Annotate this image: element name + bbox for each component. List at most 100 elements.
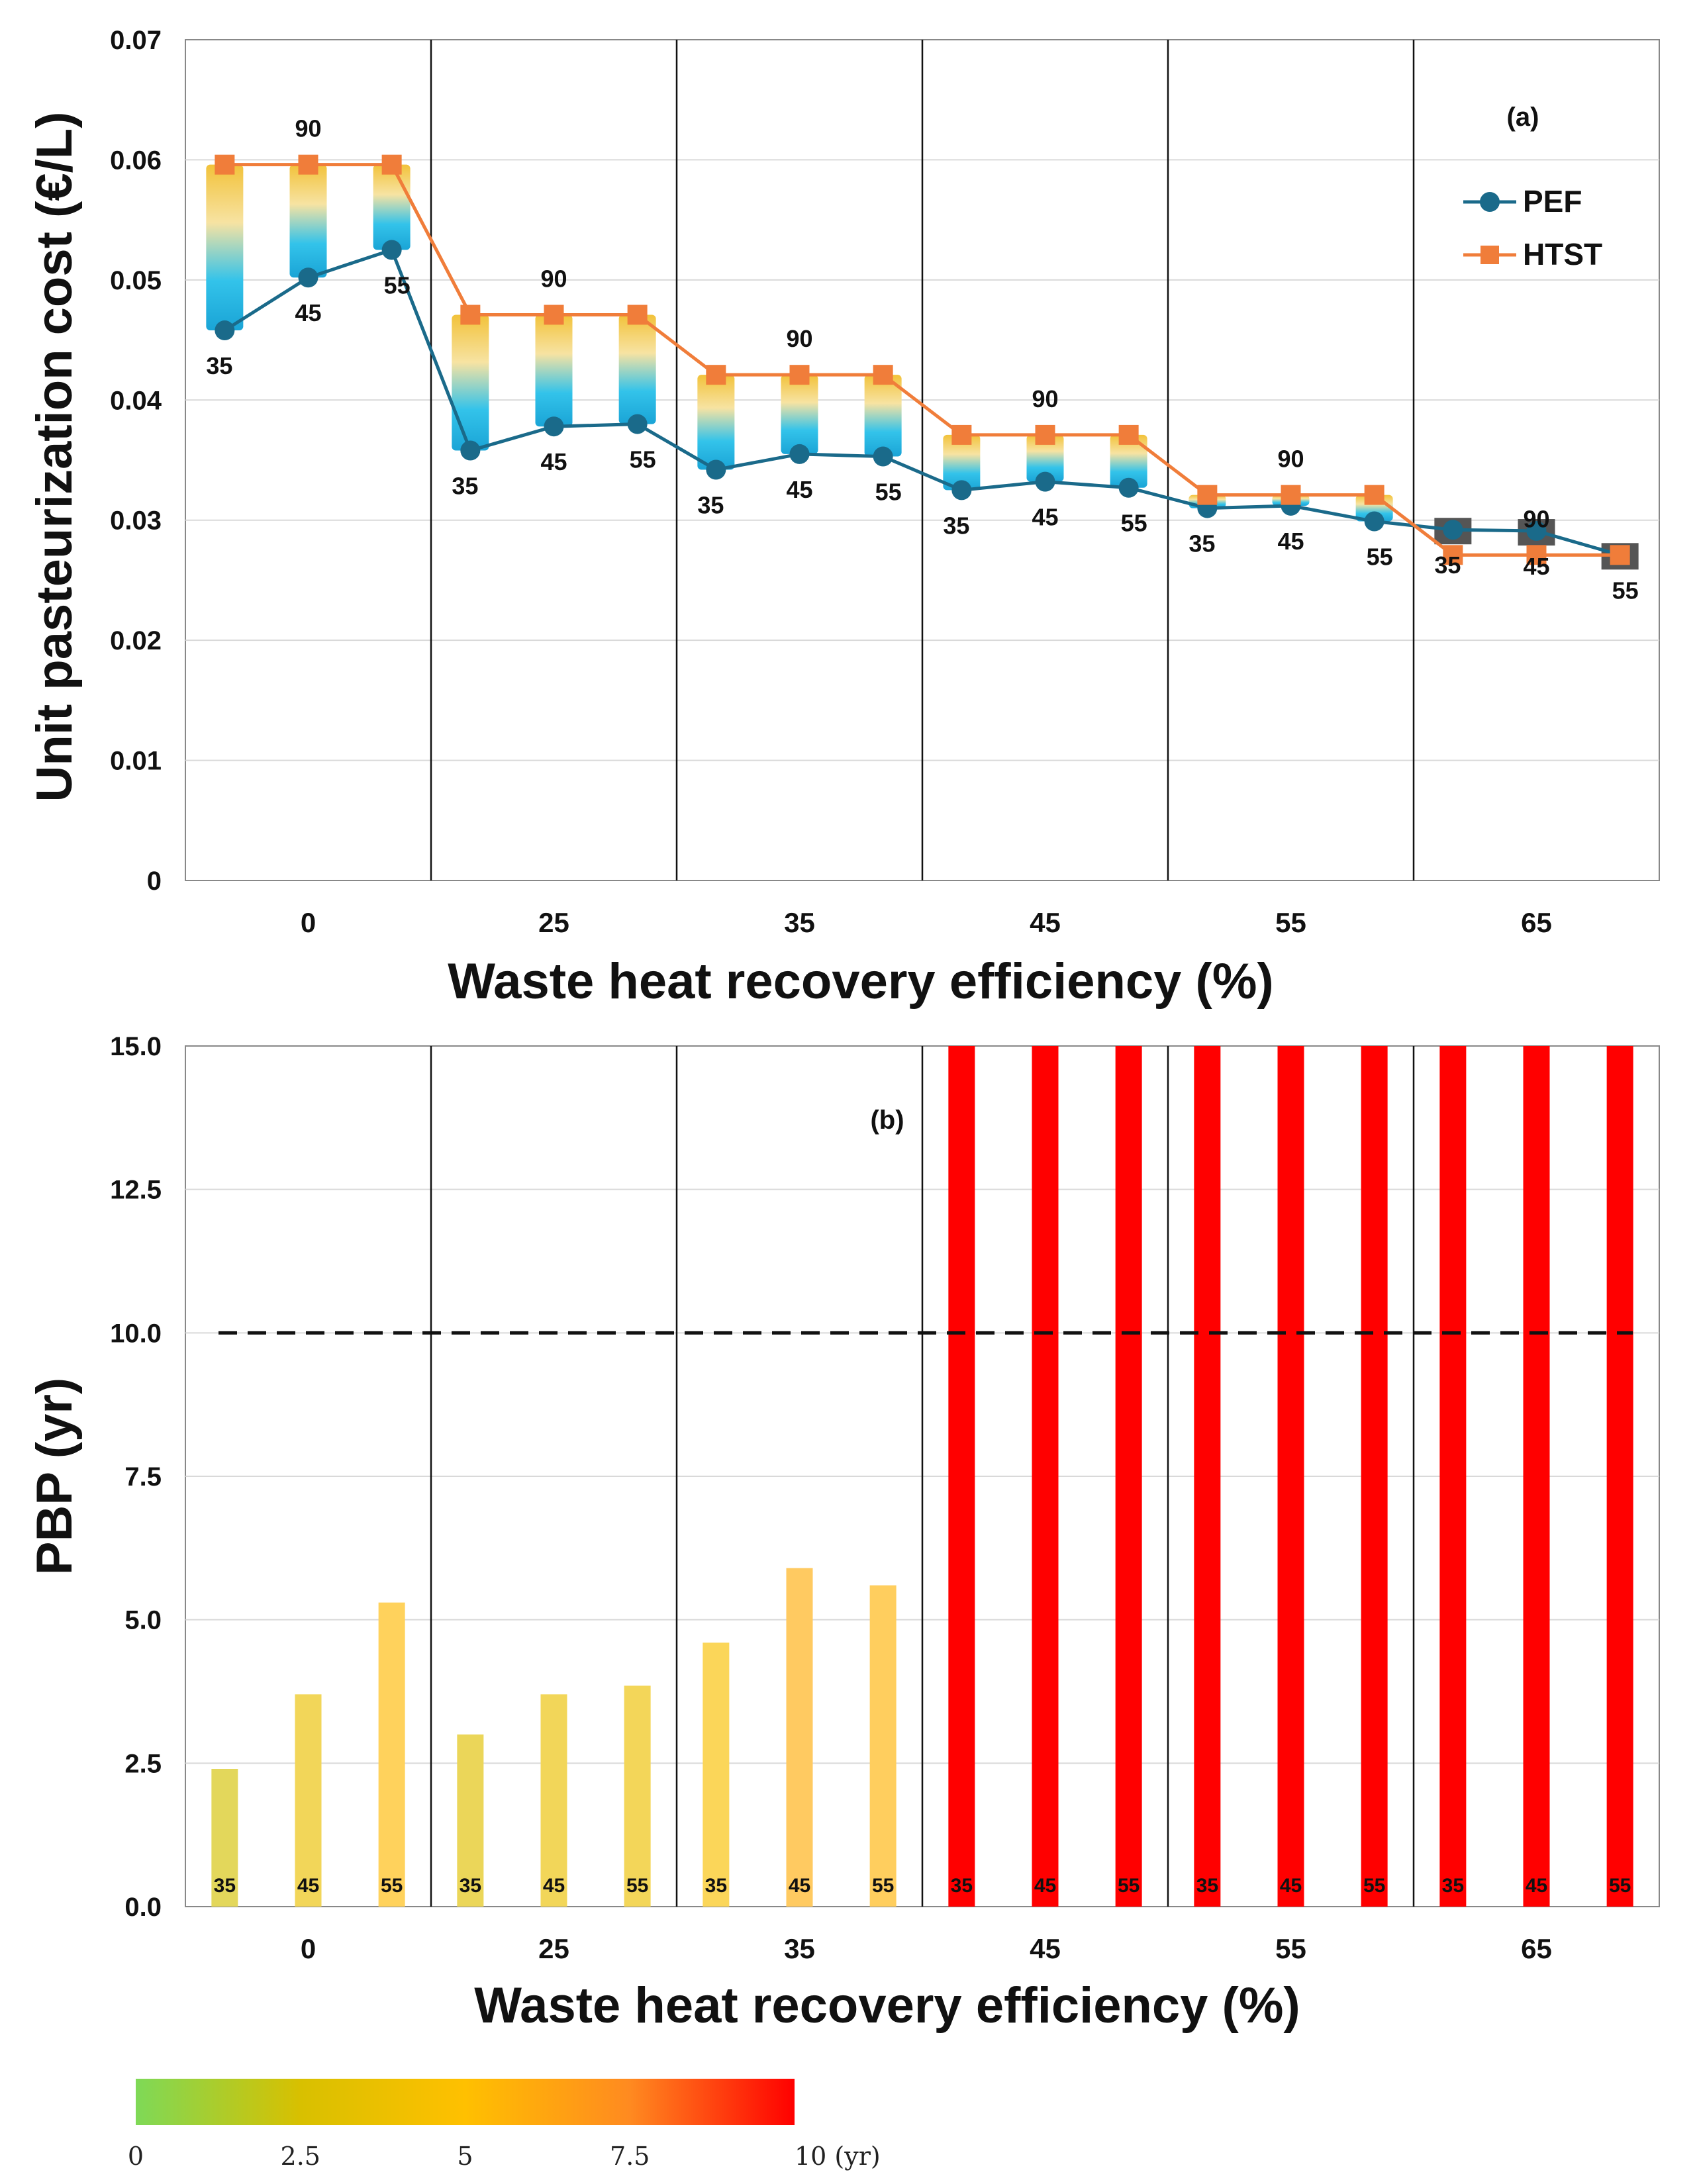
htst-point: [1118, 424, 1139, 445]
range-band: [618, 314, 656, 424]
pbp-bar: [1361, 1046, 1388, 1907]
chart-b-bars: [211, 1046, 1633, 1907]
y-tick-label: 0.07: [110, 26, 162, 55]
htst-point: [1035, 424, 1055, 445]
pef-point: [1035, 471, 1055, 492]
y-tick-label: 0.0: [124, 1893, 162, 1922]
x-tick-label: 65: [1521, 1933, 1552, 1964]
pbp-bar: [1277, 1046, 1304, 1907]
colorbar-tick-label: 7.5: [610, 2142, 650, 2171]
htst-point: [460, 305, 481, 325]
x-tick-label: 25: [538, 907, 569, 938]
pef-point-label: 45: [540, 448, 567, 475]
y-tick-label: 0.05: [110, 266, 162, 295]
y-tick-label: 2.5: [124, 1749, 162, 1778]
pbp-bar: [211, 1769, 238, 1907]
htst-point: [1610, 545, 1630, 565]
chart-b-x-tick-labels: 0 25 35 45 55 65: [301, 1933, 1552, 1964]
range-band: [289, 164, 327, 278]
htst-point-label: 90: [786, 325, 812, 352]
htst-point: [215, 154, 235, 175]
pef-point: [460, 440, 481, 461]
colorbar-tick-label: 5: [457, 2142, 473, 2171]
pef-point-label: 45: [786, 476, 812, 503]
bar-label: 45: [1034, 1875, 1056, 1897]
pef-point: [951, 480, 972, 500]
htst-point: [1443, 545, 1463, 565]
bar-label: 45: [789, 1875, 810, 1897]
pef-point-label: 35: [206, 352, 232, 379]
x-tick-label: 0: [301, 1933, 316, 1964]
range-band: [697, 375, 735, 470]
chart-a-point-labels: 90 35 45 55 90 35 45 55 90 35 45 55 90 35 45 55 90 35 45 55…: [206, 115, 1638, 604]
x-tick-label: 45: [1030, 907, 1061, 938]
pef-point: [1364, 511, 1384, 532]
chart-b-group-separators: [430, 1046, 1415, 1907]
bar-label: 55: [1118, 1875, 1140, 1897]
bar-label: 45: [543, 1875, 565, 1897]
range-band: [1110, 434, 1147, 488]
pbp-bar: [1523, 1046, 1550, 1907]
htst-point: [873, 365, 893, 385]
y-tick-label: 10.0: [110, 1319, 162, 1348]
pef-point: [1118, 477, 1139, 498]
pef-point-label: 55: [1121, 510, 1147, 537]
pef-point: [627, 414, 648, 434]
range-band: [1026, 434, 1064, 482]
y-tick-label: 5.0: [124, 1606, 162, 1635]
colorbar-gradient: [136, 2079, 795, 2125]
pbp-bar: [1606, 1046, 1633, 1907]
pef-point: [873, 446, 893, 467]
bar-label: 35: [460, 1875, 481, 1897]
chart-b-panel-label: (b): [870, 1106, 904, 1135]
range-band: [535, 314, 573, 427]
pbp-bar: [948, 1046, 975, 1907]
colorbar-tick-label: 0: [128, 2142, 144, 2171]
chart-b-bar-labels: 35 45 55 35 45 55 35 45 55 35 45 55 35 45 55 35 45 55: [214, 1875, 1631, 1897]
pef-point-label: 45: [1523, 553, 1549, 580]
htst-point: [1364, 485, 1384, 505]
pbp-bar: [1439, 1046, 1467, 1907]
chart-b: 35 45 55 35 45 55 35 45 55 35 45 55 35 45 55 35 45 55 0.0…: [26, 1032, 1660, 2034]
x-tick-label: 55: [1275, 1933, 1306, 1964]
htst-point-label: 90: [1277, 446, 1304, 473]
x-tick-label: 65: [1521, 907, 1552, 938]
htst-point: [951, 424, 972, 445]
range-band: [781, 375, 818, 454]
bar-label: 55: [1609, 1875, 1631, 1897]
legend-htst-label: HTST: [1523, 237, 1602, 271]
chart-a-legend: PEF HTST: [1463, 184, 1602, 271]
bar-label: 35: [1442, 1875, 1464, 1897]
bar-label: 45: [1280, 1875, 1302, 1897]
pef-point-label: 35: [1434, 551, 1461, 579]
pef-point-label: 35: [452, 472, 478, 499]
pef-point-label: 55: [384, 272, 411, 299]
chart-a-range-bands: [206, 164, 1639, 570]
htst-point: [1197, 485, 1218, 505]
bar-label: 35: [1196, 1875, 1218, 1897]
pef-point: [215, 320, 235, 341]
x-tick-label: 35: [784, 907, 815, 938]
htst-point-label: 90: [295, 115, 321, 142]
bar-label: 55: [381, 1875, 403, 1897]
y-tick-label: 0.03: [110, 506, 162, 536]
pbp-bar: [624, 1685, 651, 1907]
y-tick-label: 0.06: [110, 146, 162, 175]
chart-a-y-axis-title: Unit pasteurization cost (€/L): [26, 112, 83, 802]
pef-point-label: 55: [875, 479, 902, 506]
y-tick-label: 15.0: [110, 1032, 162, 1061]
htst-point: [298, 154, 318, 175]
bar-label: 45: [1526, 1875, 1547, 1897]
y-tick-label: 0.01: [110, 747, 162, 776]
bar-label: 45: [297, 1875, 319, 1897]
htst-point-label: 90: [1032, 385, 1058, 412]
htst-point-label: 90: [1523, 505, 1549, 532]
htst-point: [789, 365, 810, 385]
htst-point: [1281, 485, 1301, 505]
pef-point-label: 45: [1032, 504, 1058, 531]
pbp-bar: [786, 1568, 813, 1907]
htst-point-label: 90: [540, 265, 567, 292]
pef-point-label: 55: [630, 446, 656, 473]
pef-point-label: 35: [697, 492, 724, 519]
chart-a-x-axis-title: Waste heat recovery efficiency (%): [448, 953, 1273, 1010]
